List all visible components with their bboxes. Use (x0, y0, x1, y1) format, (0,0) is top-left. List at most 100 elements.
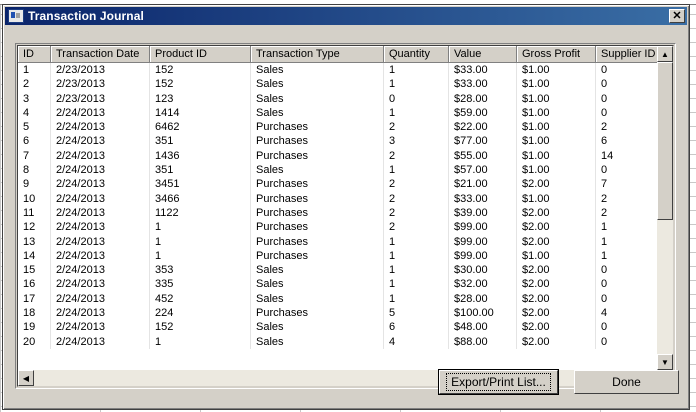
window-title: Transaction Journal (28, 9, 144, 23)
column-header[interactable]: Transaction Type (251, 46, 384, 63)
column-header[interactable]: Supplier ID (596, 46, 661, 63)
table-cell: 2/23/2013 (51, 91, 150, 106)
table-row[interactable]: 16 2/24/2013 335 Sales 1 $32.00 $2.00 0 (18, 277, 661, 292)
table-cell: $22.00 (449, 120, 517, 135)
table-cell: 1 (150, 220, 251, 235)
horizontal-scrollbar[interactable]: ◀ ▶ (18, 370, 657, 386)
table-cell: $1.00 (517, 105, 596, 121)
table-cell: 0 (596, 163, 661, 178)
table-row[interactable]: 7 2/24/2013 1436 Purchases 2 $55.00 $1.00 14 (18, 148, 661, 164)
table-cell: Sales (251, 291, 384, 307)
table-cell: 1 (596, 248, 661, 264)
table-cell: $2.00 (517, 334, 596, 349)
table-cell: 1 (384, 234, 449, 249)
table-cell: 2/24/2013 (51, 191, 150, 206)
table-row[interactable]: 18 2/24/2013 224 Purchases 5 $100.00 $2.00 4 (18, 306, 661, 321)
vertical-scrollbar[interactable]: ▲ ▼ (657, 46, 673, 370)
table-row[interactable]: 14 2/24/2013 1 Purchases 1 $99.00 $1.00 1 (18, 248, 661, 264)
table-cell: $99.00 (449, 248, 517, 264)
table-cell: 10 (18, 191, 51, 206)
table-row[interactable]: 2 2/23/2013 152 Sales 1 $33.00 $1.00 0 (18, 77, 661, 92)
column-header[interactable]: ID (18, 46, 51, 63)
table-cell: 2 (596, 205, 661, 221)
table-cell: 7 (18, 148, 51, 164)
table-cell: 2/24/2013 (51, 334, 150, 349)
table-row[interactable]: 9 2/24/2013 3451 Purchases 2 $21.00 $2.00 7 (18, 177, 661, 192)
table-cell: Sales (251, 105, 384, 121)
table-cell: $33.00 (449, 77, 517, 92)
table-cell: 2/24/2013 (51, 105, 150, 121)
table-cell: 2/24/2013 (51, 148, 150, 164)
export-print-button[interactable]: Export/Print List... (438, 369, 559, 395)
table-row[interactable]: 10 2/24/2013 3466 Purchases 2 $33.00 $1.00 2 (18, 191, 661, 206)
table-cell: $1.00 (517, 191, 596, 206)
table-row[interactable]: 13 2/24/2013 1 Purchases 1 $99.00 $2.00 1 (18, 234, 661, 249)
table-row[interactable]: 5 2/24/2013 6462 Purchases 2 $22.00 $1.00 2 (18, 120, 661, 135)
table-cell: 351 (150, 134, 251, 149)
table-cell: 0 (596, 91, 661, 106)
table-row[interactable]: 6 2/24/2013 351 Purchases 3 $77.00 $1.00 6 (18, 134, 661, 149)
vertical-scroll-thumb[interactable] (657, 62, 673, 220)
table-row[interactable]: 4 2/24/2013 1414 Sales 1 $59.00 $1.00 0 (18, 105, 661, 121)
table-cell: 1 (384, 63, 449, 78)
table-row[interactable]: 1 2/23/2013 152 Sales 1 $33.00 $1.00 0 (18, 63, 661, 78)
column-header[interactable]: Quantity (384, 46, 449, 63)
table-cell: 1 (150, 234, 251, 249)
table-cell: 2 (596, 191, 661, 206)
table-cell: 0 (596, 77, 661, 92)
table-cell: $2.00 (517, 220, 596, 235)
table-cell: 152 (150, 320, 251, 335)
table-cell: 2 (384, 205, 449, 221)
table-cell: 4 (384, 334, 449, 349)
table-cell: 2 (384, 120, 449, 135)
table-cell: $30.00 (449, 263, 517, 278)
table-cell: $99.00 (449, 220, 517, 235)
table-cell: $88.00 (449, 334, 517, 349)
table-cell: $2.00 (517, 234, 596, 249)
title-bar[interactable]: Transaction Journal ✕ (5, 7, 687, 25)
table-cell: 14 (18, 248, 51, 264)
column-header[interactable]: Gross Profit (517, 46, 596, 63)
close-button[interactable]: ✕ (669, 9, 685, 23)
table-cell: 2/24/2013 (51, 320, 150, 335)
table-cell: 1436 (150, 148, 251, 164)
table-cell: Purchases (251, 120, 384, 135)
table-cell: 1 (150, 334, 251, 349)
column-header[interactable]: Product ID (150, 46, 251, 63)
table-row[interactable]: 11 2/24/2013 1122 Purchases 2 $39.00 $2.00 2 (18, 205, 661, 221)
table-cell: $48.00 (449, 320, 517, 335)
transaction-list[interactable]: ID Transaction Date Product ID Transaction … (15, 43, 676, 389)
table-cell: 6462 (150, 120, 251, 135)
column-header[interactable]: Transaction Date (51, 46, 150, 63)
table-cell: 9 (18, 177, 51, 192)
table-cell: 2 (384, 191, 449, 206)
table-cell: 2/24/2013 (51, 220, 150, 235)
table-cell: 2/24/2013 (51, 177, 150, 192)
table-cell: 351 (150, 163, 251, 178)
table-row[interactable]: 8 2/24/2013 351 Sales 1 $57.00 $1.00 0 (18, 163, 661, 178)
scroll-left-button[interactable]: ◀ (18, 370, 34, 386)
column-header[interactable]: Value (449, 46, 517, 63)
scroll-down-button[interactable]: ▼ (657, 354, 673, 370)
table-row[interactable]: 17 2/24/2013 452 Sales 1 $28.00 $2.00 0 (18, 291, 661, 307)
table-cell: $2.00 (517, 205, 596, 221)
table-cell: Purchases (251, 134, 384, 149)
table-cell: 152 (150, 63, 251, 78)
table-cell: 15 (18, 263, 51, 278)
table-row[interactable]: 3 2/23/2013 123 Sales 0 $28.00 $1.00 0 (18, 91, 661, 106)
table-cell: 6 (384, 320, 449, 335)
table-cell: Purchases (251, 205, 384, 221)
table-cell: Purchases (251, 148, 384, 164)
table-cell: $1.00 (517, 63, 596, 78)
table-row[interactable]: 15 2/24/2013 353 Sales 1 $30.00 $2.00 0 (18, 263, 661, 278)
table-row[interactable]: 12 2/24/2013 1 Purchases 2 $99.00 $2.00 1 (18, 220, 661, 235)
table-cell: $100.00 (449, 306, 517, 321)
list-header: ID Transaction Date Product ID Transaction … (18, 46, 661, 63)
table-cell: 123 (150, 91, 251, 106)
scroll-up-button[interactable]: ▲ (657, 46, 673, 62)
table-cell: $33.00 (449, 63, 517, 78)
table-row[interactable]: 19 2/24/2013 152 Sales 6 $48.00 $2.00 0 (18, 320, 661, 335)
table-cell: $32.00 (449, 277, 517, 292)
table-row[interactable]: 20 2/24/2013 1 Sales 4 $88.00 $2.00 0 (18, 334, 661, 349)
done-button[interactable]: Done (574, 370, 679, 394)
